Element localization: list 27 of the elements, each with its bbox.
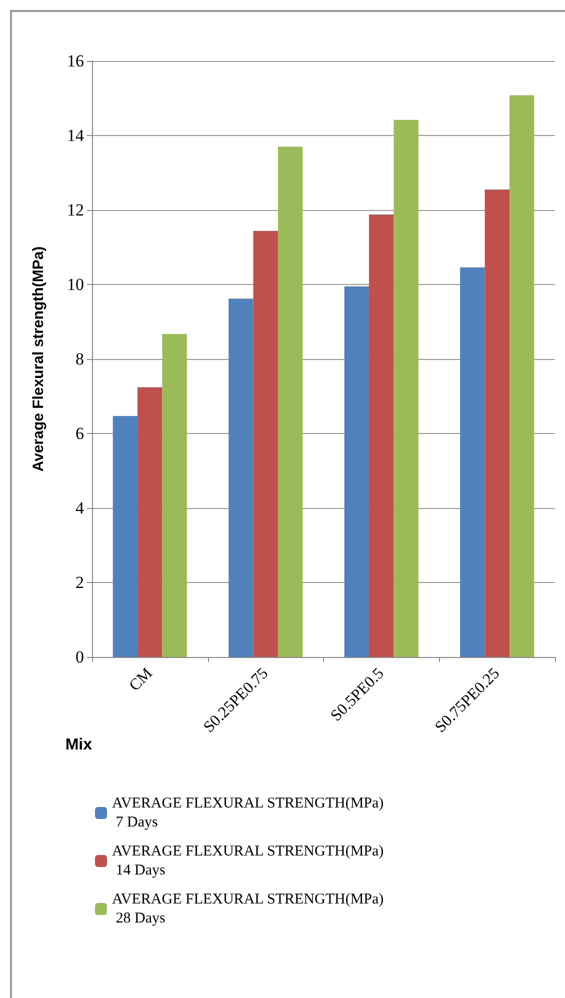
bar: [509, 95, 534, 657]
y-tick-label: 14: [67, 126, 84, 145]
y-axis-title: Average Flexural strength(MPa): [30, 246, 47, 472]
y-tick-label: 8: [76, 350, 84, 368]
bar: [394, 120, 418, 657]
x-axis-title: Mix: [65, 736, 92, 754]
bar: [112, 416, 138, 657]
legend-label: AVERAGE FLEXURAL STRENGTH(MPa) 14 Days: [112, 844, 384, 878]
bar: [253, 230, 278, 657]
bar: [228, 298, 254, 657]
y-tick-label: 2: [76, 573, 84, 592]
y-tick-label: 0: [76, 648, 84, 666]
bar: [484, 190, 510, 657]
bar: [278, 146, 303, 657]
bar: [162, 334, 187, 657]
y-tick-label: 4: [76, 498, 84, 518]
legend-label: AVERAGE FLEXURAL STRENGTH(MPa) 7 Days: [112, 796, 384, 830]
y-tick-label: 6: [76, 424, 84, 443]
y-tick-label: 16: [67, 52, 84, 70]
y-tick-label: 12: [67, 200, 84, 220]
legend-label: AVERAGE FLEXURAL STRENGTH(MPa) 28 Days: [112, 892, 384, 926]
y-tick-label: 10: [67, 275, 84, 294]
bar: [369, 214, 394, 657]
bar: [344, 286, 370, 657]
bar: [460, 267, 485, 657]
x-tick-label: CM: [126, 664, 156, 695]
bar: [138, 387, 162, 657]
